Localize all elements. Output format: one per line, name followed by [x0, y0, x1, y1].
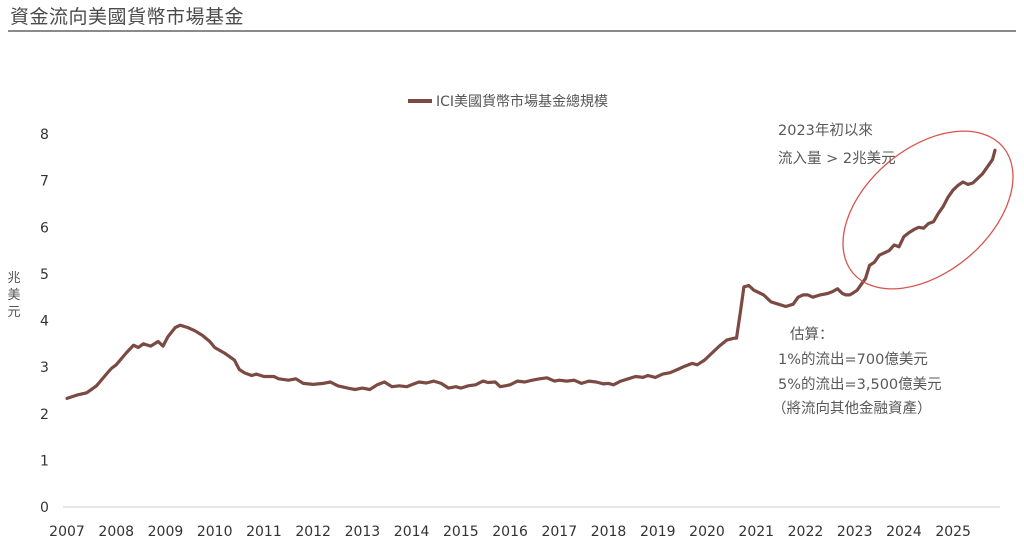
title-divider [8, 30, 1016, 32]
y-axis-label: 兆美元 [7, 271, 20, 320]
y-tick-label: 6 [40, 220, 49, 236]
y-tick-label: 2 [40, 407, 49, 423]
y-tick-label: 5 [40, 267, 49, 283]
x-tick-label: 2023 [837, 524, 873, 540]
x-tick-label: 2017 [541, 524, 577, 540]
chart-legend: ICI美國貨幣市場基金總規模 [408, 93, 608, 110]
estimate-annotation: 估算： 1%的流出=700億美元 5%的流出=3,500億美元 （將流向其他金融… [772, 326, 942, 417]
series-group [65, 148, 997, 400]
x-tick-label: 2011 [246, 524, 282, 540]
y-tick-label: 4 [40, 314, 49, 330]
x-tick-label: 2009 [148, 524, 184, 540]
x-tick-label: 2012 [295, 524, 331, 540]
x-tick-labels: 2007 2008 2009 2010 2011 2012 2013 2014 2015 2016… [49, 524, 971, 540]
y-tick-label: 1 [40, 453, 49, 469]
highlight-annotation-line-1: 2023年初以來 [778, 122, 873, 139]
x-tick-label: 2024 [886, 524, 922, 540]
y-axis-label-char: 兆 [7, 271, 20, 286]
series-line [65, 148, 997, 400]
estimate-annotation-line-4: （將流向其他金融資產） [772, 400, 932, 417]
x-tick-label: 2018 [591, 524, 627, 540]
y-tick-label: 3 [40, 360, 49, 376]
y-tick-labels: 0 1 2 3 4 5 6 7 8 [40, 127, 49, 516]
y-tick-label: 7 [40, 174, 49, 190]
x-tick-label: 2010 [197, 524, 233, 540]
y-axis-label-char: 元 [7, 305, 20, 320]
page-title: 資金流向美國貨幣市場基金 [10, 6, 245, 28]
estimate-annotation-line-3: 5%的流出=3,500億美元 [778, 376, 942, 393]
x-tick-label: 2007 [49, 524, 85, 540]
x-tick-label: 2014 [394, 524, 430, 540]
x-tick-label: 2019 [640, 524, 676, 540]
highlight-annotation: 2023年初以來 流入量 > 2兆美元 [778, 122, 896, 167]
highlight-annotation-line-2: 流入量 > 2兆美元 [778, 150, 896, 167]
x-tick-label: 2020 [689, 524, 725, 540]
x-tick-label: 2025 [935, 524, 971, 540]
x-tick-label: 2022 [788, 524, 824, 540]
x-tick-label: 2016 [492, 524, 528, 540]
y-tick-label: 0 [40, 500, 49, 516]
estimate-annotation-line-2: 1%的流出=700億美元 [778, 351, 928, 368]
y-tick-label: 8 [40, 127, 49, 143]
x-tick-label: 2021 [738, 524, 774, 540]
x-tick-label: 2008 [98, 524, 134, 540]
y-axis-label-char: 美 [7, 288, 20, 303]
x-tick-label: 2013 [345, 524, 381, 540]
legend-entry-label: ICI美國貨幣市場基金總規模 [436, 93, 608, 110]
highlight-ellipse [842, 130, 1014, 290]
x-tick-label: 2015 [443, 524, 479, 540]
estimate-annotation-line-1: 估算： [790, 326, 834, 343]
